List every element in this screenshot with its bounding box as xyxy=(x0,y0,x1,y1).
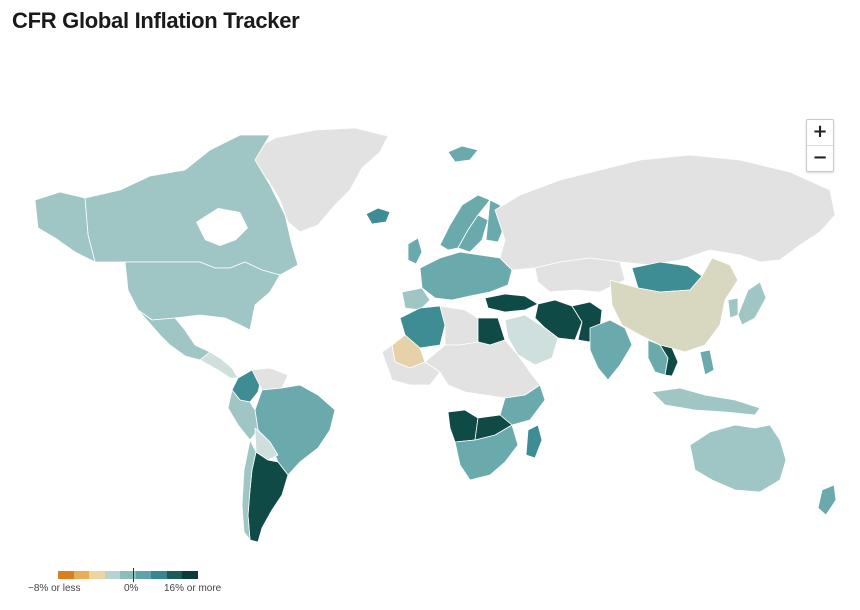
legend-swatch xyxy=(58,571,75,579)
legend-zero-tick xyxy=(133,568,134,582)
page-title: CFR Global Inflation Tracker xyxy=(12,8,300,33)
country-europe[interactable] xyxy=(419,251,513,301)
country-australia[interactable] xyxy=(689,424,787,493)
legend-swatch xyxy=(182,571,199,579)
legend-max-label: 16% or more xyxy=(164,583,222,594)
legend-swatch xyxy=(73,571,90,579)
country-angola[interactable] xyxy=(447,409,479,443)
legend-swatch xyxy=(135,571,152,579)
country-chile[interactable] xyxy=(241,439,257,541)
hudson-bay xyxy=(196,208,248,246)
zoom-control: + − xyxy=(806,119,834,172)
country-korea[interactable] xyxy=(727,297,739,319)
zoom-in-button[interactable]: + xyxy=(812,121,828,142)
country-greenland[interactable] xyxy=(249,127,389,233)
legend-swatch xyxy=(120,571,137,579)
country-saudi-arabia[interactable] xyxy=(504,314,559,366)
zoom-out-button[interactable]: − xyxy=(807,145,833,171)
country-central-america[interactable] xyxy=(199,351,239,379)
legend: −8% or less 0% 16% or more xyxy=(28,566,268,600)
legend-swatch xyxy=(104,571,121,579)
country-iceland[interactable] xyxy=(365,207,391,225)
legend-min-label: −8% or less xyxy=(28,583,81,594)
country-peru[interactable] xyxy=(227,389,259,441)
country-india[interactable] xyxy=(589,319,633,381)
country-philippines[interactable] xyxy=(699,349,715,376)
legend-color-scale xyxy=(58,571,199,579)
legend-swatch xyxy=(151,571,168,579)
country-norway[interactable] xyxy=(439,194,491,251)
country-uk[interactable] xyxy=(407,237,423,265)
country-alaska[interactable] xyxy=(34,191,96,263)
country-spain[interactable] xyxy=(401,287,431,311)
legend-swatch xyxy=(166,571,183,579)
country-russia[interactable] xyxy=(494,154,836,271)
country-zambia[interactable] xyxy=(474,414,513,441)
country-bolivia[interactable] xyxy=(254,427,279,461)
country-mongolia[interactable] xyxy=(631,261,703,293)
country-turkey[interactable] xyxy=(484,293,539,313)
country-new-zealand[interactable] xyxy=(817,484,837,516)
country-china[interactable] xyxy=(609,257,739,353)
country-madagascar[interactable] xyxy=(525,424,543,459)
country-svalbard[interactable] xyxy=(447,145,479,163)
country-laos[interactable] xyxy=(659,344,679,377)
country-indonesia[interactable] xyxy=(651,387,761,416)
legend-zero-label: 0% xyxy=(124,583,139,594)
country-libya[interactable] xyxy=(439,305,479,346)
legend-swatch xyxy=(89,571,106,579)
country-japan[interactable] xyxy=(737,281,767,326)
country-central-africa[interactable] xyxy=(424,339,541,399)
country-iran[interactable] xyxy=(534,299,583,341)
